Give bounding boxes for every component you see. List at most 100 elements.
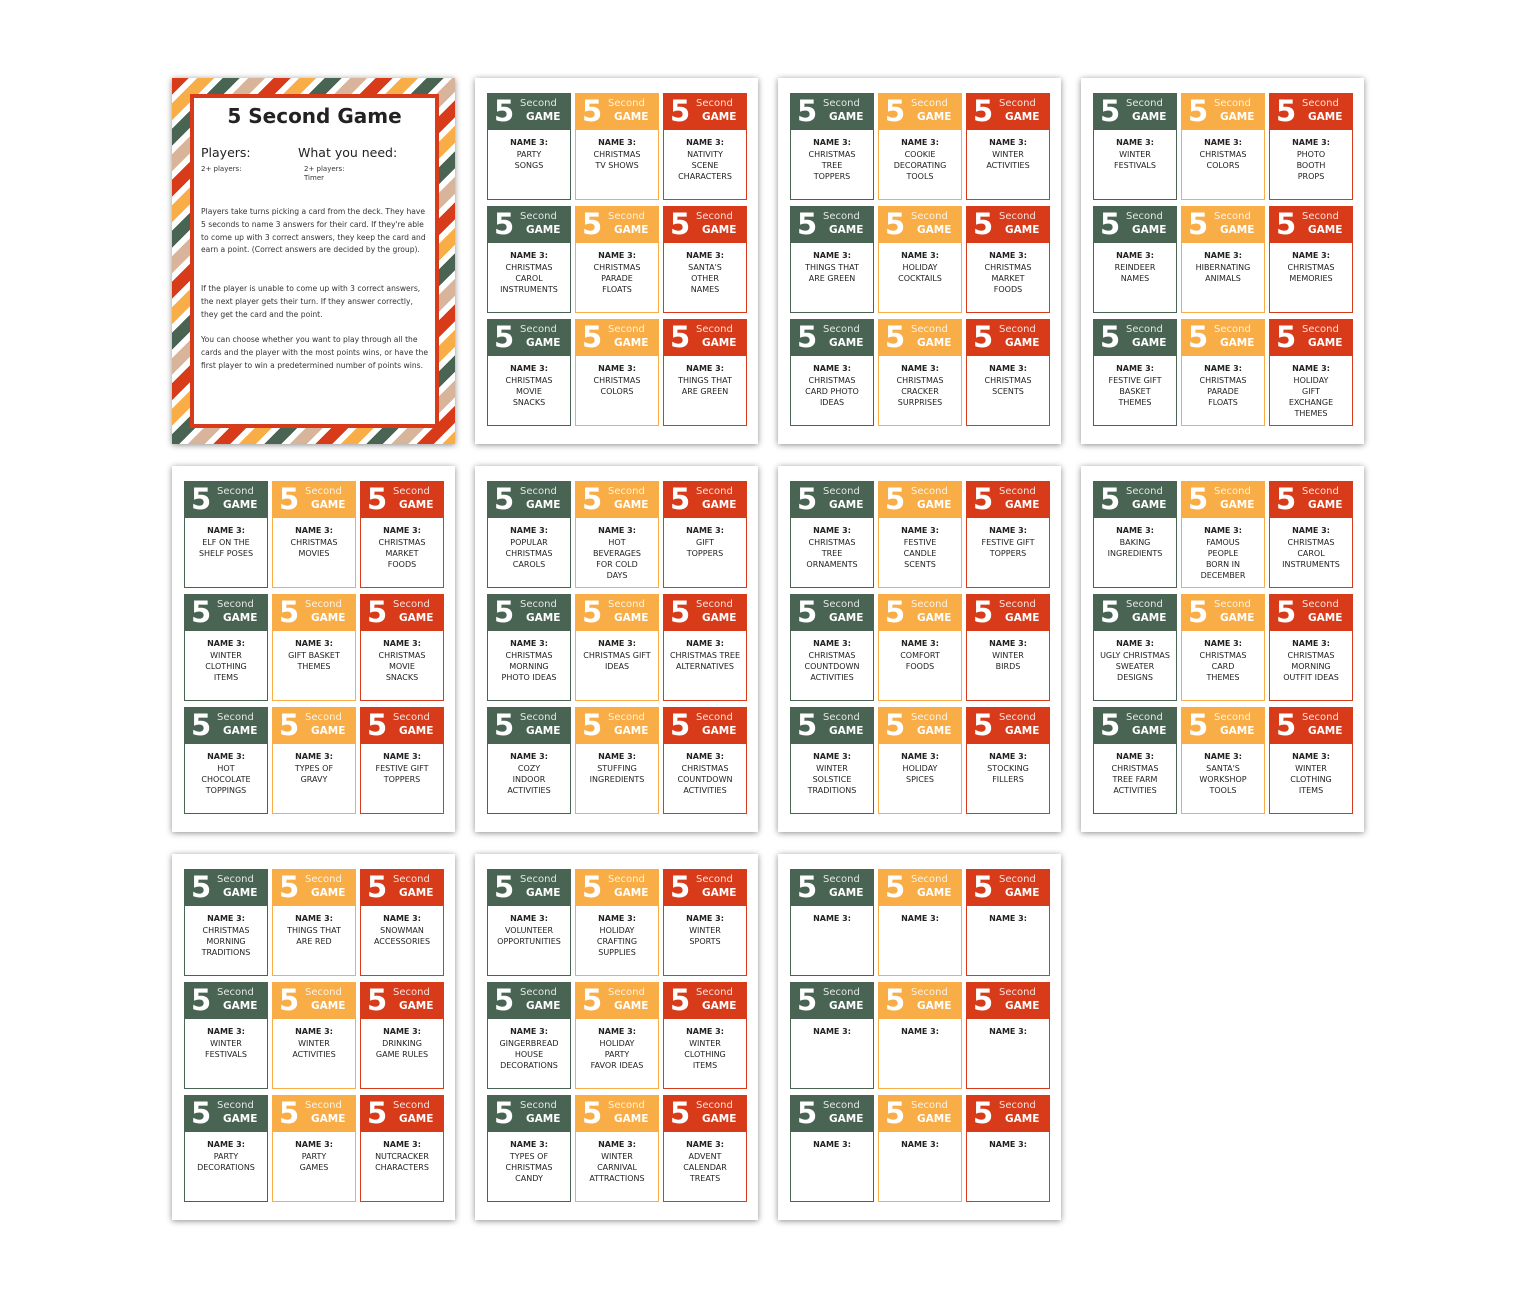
card-prompt: NAME 3: [383,639,421,648]
badge-number: 5 [885,94,906,128]
badge-number: 5 [797,983,818,1017]
card-topic-line: TOPPERS [686,549,724,558]
card-topic-line: DAYS [606,571,628,580]
card-prompt: NAME 3: [1292,526,1330,535]
players-value: 2+ players: [201,165,242,173]
card-topic-line: CLOTHING [205,662,247,671]
card-header: 5 Second GAME [879,983,961,1019]
card-body: NAME 3: CHRISTMAS CARD PHOTO IDEAS [791,356,873,408]
card-topic-line: THEMES [1118,398,1152,407]
card-header: 5 Second GAME [791,870,873,906]
game-card: 5 Second GAME NAME 3: CHRISTMAS CARD THEMES [1181,594,1265,701]
badge-number: 5 [797,595,818,629]
badge-number: 5 [670,870,691,904]
card-topic-line: SOLSTICE [812,775,852,784]
card-topic-line: VOLUNTEER [504,926,554,935]
badge-number: 5 [582,870,603,904]
card-topic-line: WINTER [601,1152,633,1161]
card-prompt: NAME 3: [686,138,724,147]
card-topic-line: TREE [821,549,843,558]
card-topic-line: CANDY [515,1174,543,1183]
card-body: NAME 3: WINTER CLOTHING ITEMS [1270,744,1352,796]
card-topic-line: FOODS [387,560,417,569]
badge-number: 5 [670,595,691,629]
card-topic-line: HOT [217,764,235,773]
badge-number: 5 [279,595,300,629]
card-header: 5 Second GAME [1094,207,1176,243]
badge-word: Second [520,712,557,723]
game-card: 5 Second GAME NAME 3: HOLIDAY GIFT EXCHANGE THE… [1269,319,1353,426]
badge-word: Second [305,1100,342,1111]
badge-word: Second [1302,712,1339,723]
card-header: 5 Second GAME [967,708,1049,744]
card-topic-line: BASKET [1119,387,1151,396]
card-topic-line: CHRISTMAS [1199,376,1247,385]
game-card: 5 Second GAME NAME 3: FAMOUS PEOPLE BORN IN DEC… [1181,481,1265,588]
badge-word: Second [393,1100,430,1111]
card-prompt: NAME 3: [901,639,939,648]
card-prompt: NAME 3: [686,1140,724,1149]
badge-word: GAME [399,887,434,899]
game-card: 5 Second GAME NAME 3: WINTER FESTIVALS [1093,93,1177,200]
card-topic-line: FILLERS [992,775,1024,784]
card-header: 5 Second GAME [1182,482,1264,518]
card-prompt: NAME 3: [598,1027,636,1036]
badge-number: 5 [670,983,691,1017]
card-body: NAME 3: CHRISTMAS PARADE FLOATS [1182,356,1264,408]
card-topic-line: THINGS THAT [678,376,732,385]
game-card: 5 Second GAME NAME 3: GIFT BASKET THEMES [272,594,356,701]
card-header: 5 Second GAME [879,708,961,744]
badge-word: Second [608,874,645,885]
card-topic-line: TRADITIONS [201,948,251,957]
badge-number: 5 [279,708,300,742]
card-body: NAME 3: VOLUNTEER OPPORTUNITIES [488,906,570,947]
badge-word: GAME [614,111,649,123]
game-card: 5 Second GAME NAME 3: CHRISTMAS CARD PHOTO IDE… [790,319,874,426]
card-topic-line: CHRISTMAS [984,376,1032,385]
badge-word: Second [911,98,948,109]
card-body: NAME 3: THINGS THAT ARE GREEN [791,243,873,284]
badge-number: 5 [494,94,515,128]
card-topic-line: ACTIVITIES [683,786,727,795]
badge-word: GAME [917,337,952,349]
card-topic-line: CHRISTMAS [1111,764,1159,773]
card-topic-line: TOPPERS [813,172,851,181]
card-topic-line: CALENDAR [683,1163,727,1172]
card-header: 5 Second GAME [1270,482,1352,518]
card-topic-line: CHRISTMAS [1199,150,1247,159]
badge-word: Second [608,987,645,998]
badge-word: Second [911,712,948,723]
badge-word: Second [520,599,557,610]
card-topic-line: CHRISTMAS [1287,651,1335,660]
card-topic-line: THEMES [1206,673,1240,682]
card-prompt: NAME 3: [1204,752,1242,761]
badge-word: Second [696,987,733,998]
badge-word: GAME [223,1113,258,1125]
card-topic-line: FLOATS [1208,398,1238,407]
card-prompt: NAME 3: [510,364,548,373]
card-prompt: NAME 3: [1204,251,1242,260]
card-prompt: NAME 3: [1116,752,1154,761]
card-prompt: NAME 3: [989,914,1027,923]
game-card: 5 Second GAME NAME 3: HOLIDAY SPICES [878,707,962,814]
badge-word: GAME [702,499,737,511]
badge-word: GAME [1220,612,1255,624]
card-topic-line: HOLIDAY [1293,376,1329,385]
badge-word: Second [696,1100,733,1111]
badge-word: Second [823,1100,860,1111]
card-topic-line: WORKSHOP [1199,775,1247,784]
card-prompt: NAME 3: [1204,526,1242,535]
card-header: 5 Second GAME [664,870,746,906]
game-card: 5 Second GAME NAME 3: [966,869,1050,976]
badge-word: Second [823,599,860,610]
card-prompt: NAME 3: [510,1140,548,1149]
badge-word: Second [823,98,860,109]
card-prompt: NAME 3: [207,1140,245,1149]
card-prompt: NAME 3: [989,639,1027,648]
card-topic-line: BIRDS [995,662,1021,671]
card-prompt: NAME 3: [1292,138,1330,147]
rules-paragraph: You can choose whether you want to play … [201,335,429,370]
card-header: 5 Second GAME [1094,320,1176,356]
card-prompt: NAME 3: [901,914,939,923]
badge-word: GAME [311,1000,346,1012]
